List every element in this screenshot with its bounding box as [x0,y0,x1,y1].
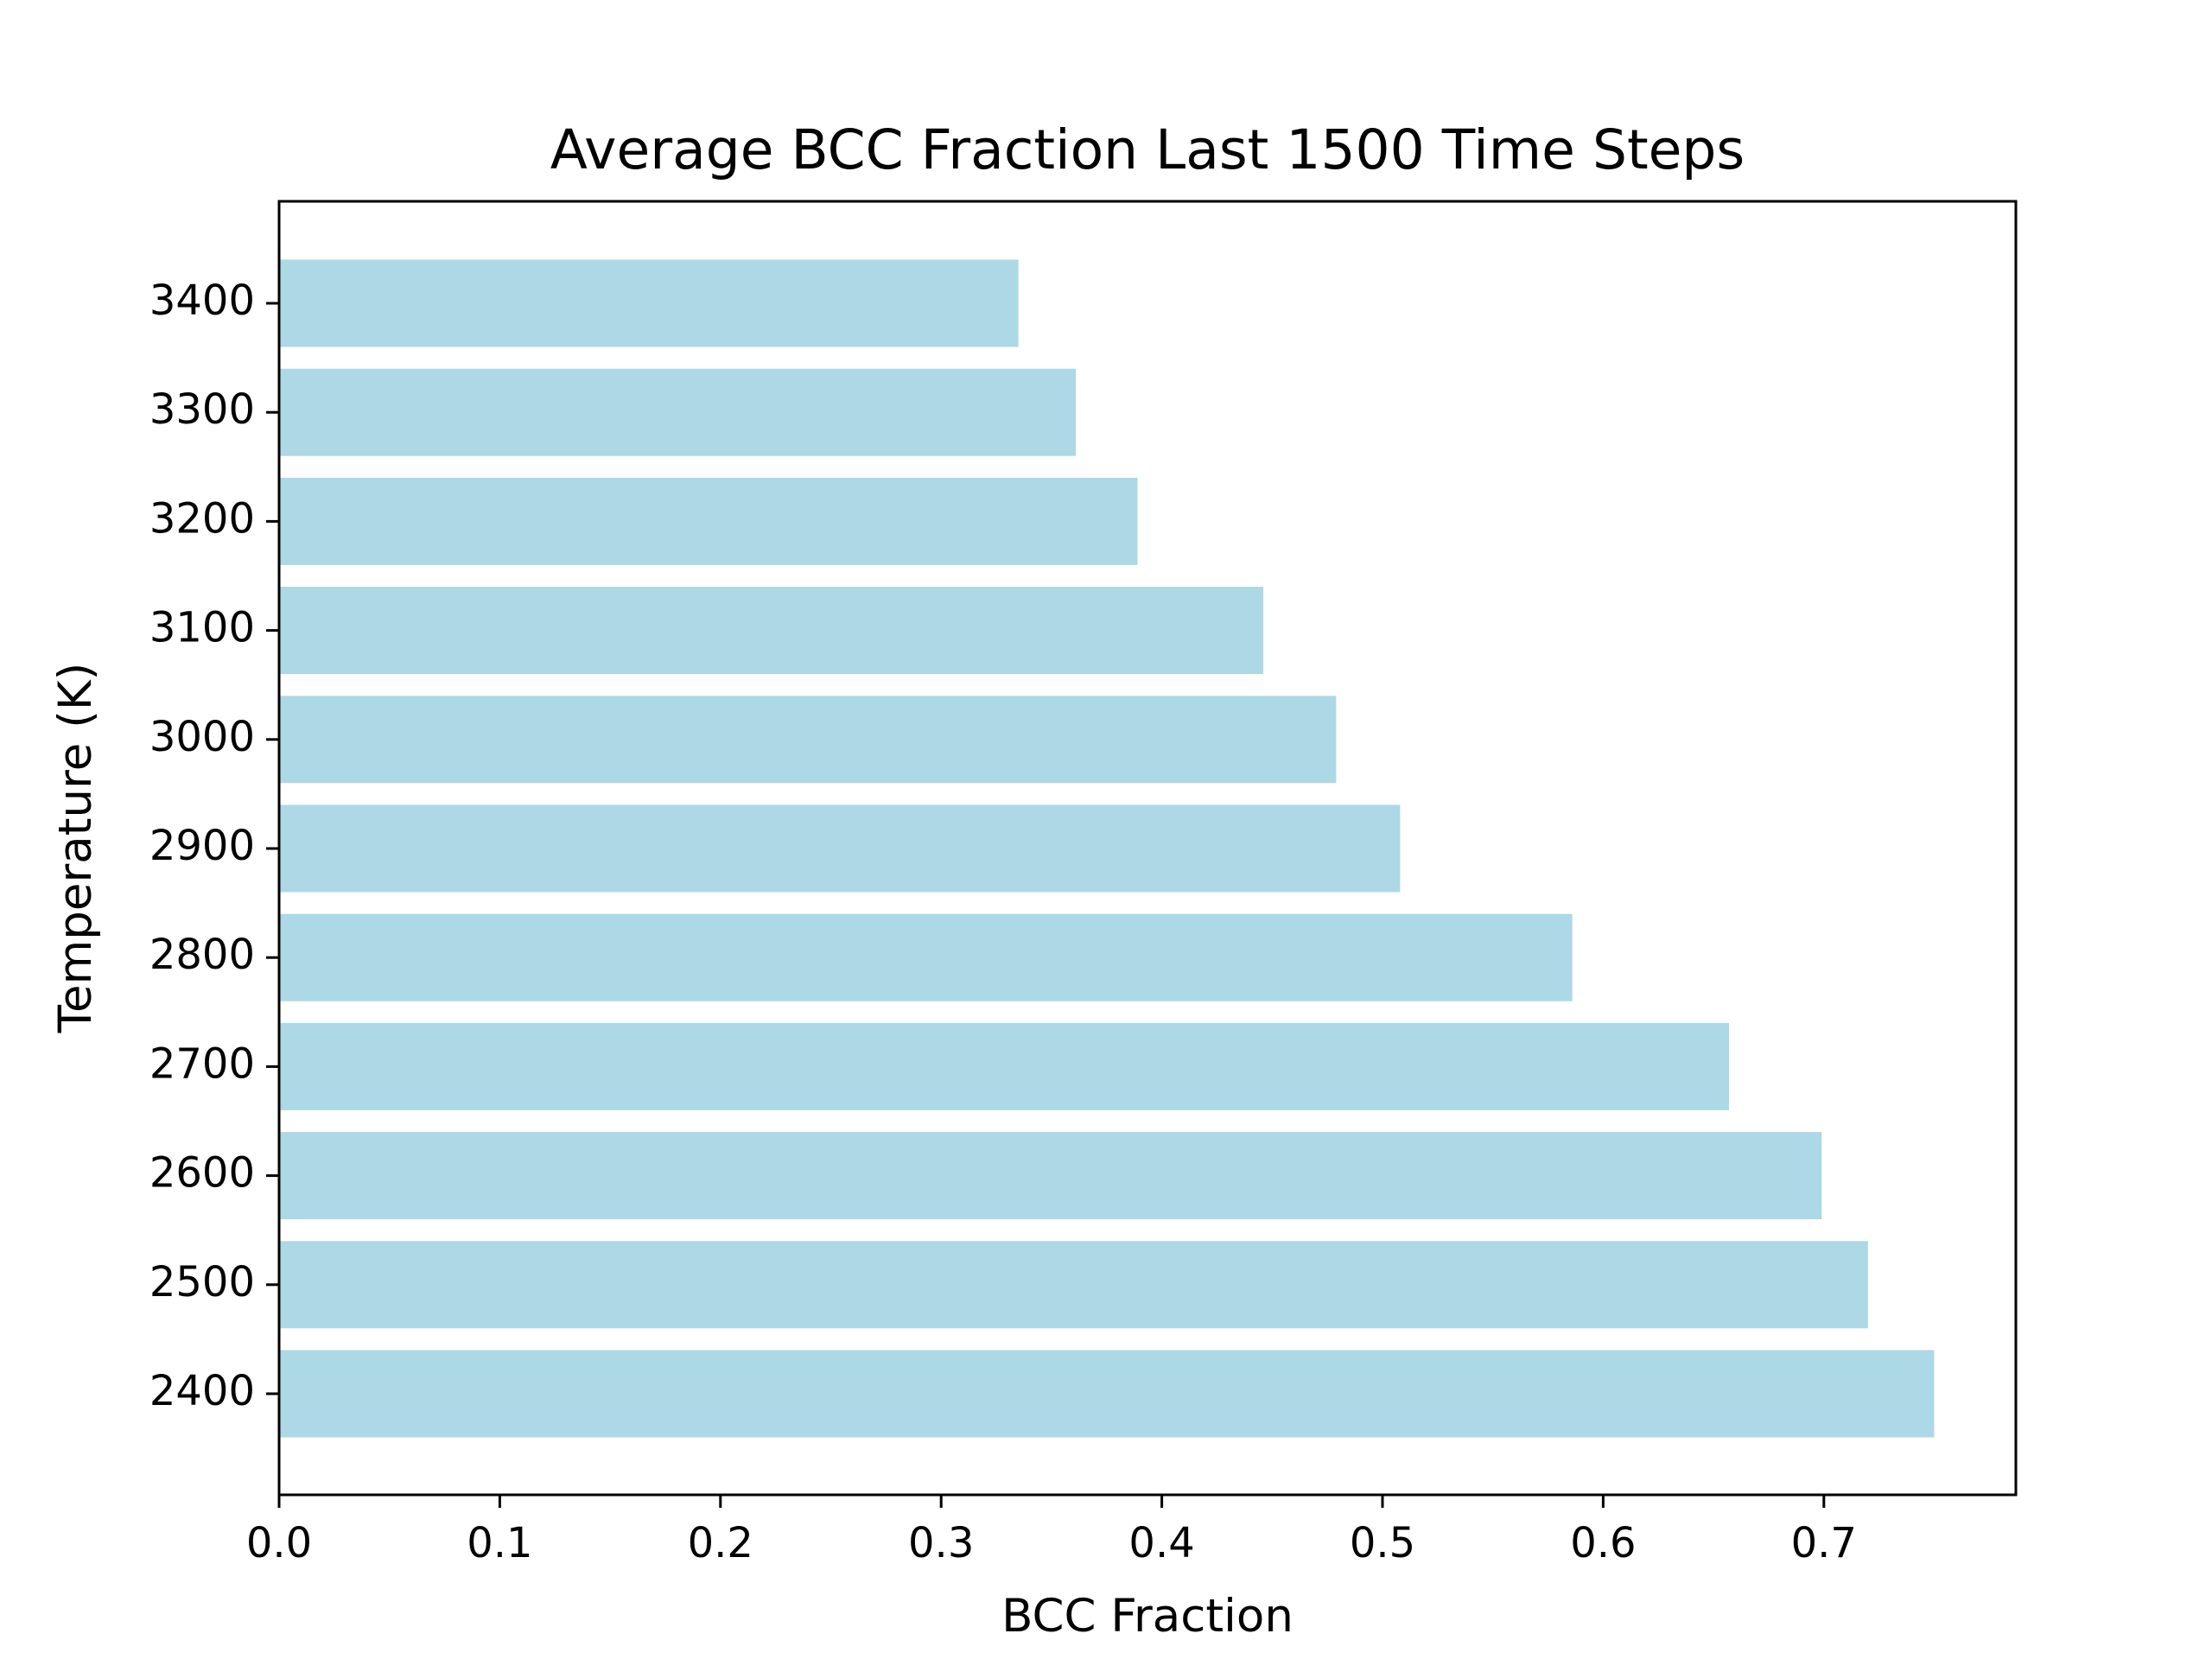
bars-group [279,259,1935,1438]
x-tick-label-0.3: 0.3 [908,1519,974,1567]
x-axis-title: BCC Fraction [1001,1590,1294,1643]
y-tick-label-3300: 3300 [149,385,255,434]
y-axis-title: Temperature (K) [49,663,102,1034]
y-tick-label-3000: 3000 [149,713,255,761]
bar-3400 [279,259,1019,347]
bar-2900 [279,804,1401,893]
plot-frame [277,200,2018,1497]
chart-title: Average BCC Fraction Last 1500 Time Step… [550,118,1745,181]
y-axis: 2400 2500 2600 2700 2800 2900 3000 3100 3200 3300… [149,276,279,1415]
bar-3100 [279,587,1264,675]
y-tick-label-3100: 3100 [149,604,255,652]
x-tick-label-0.2: 0.2 [688,1519,753,1567]
y-tick-label-2900: 2900 [149,822,255,870]
bar-3000 [279,696,1337,784]
bar-2400 [279,1350,1935,1438]
x-axis: 0.0 0.1 0.2 0.3 0.4 0.5 0.6 0.7 [246,1495,1857,1567]
y-tick-label-2500: 2500 [149,1258,255,1306]
x-tick-label-0.5: 0.5 [1350,1519,1415,1567]
bar-3200 [279,477,1138,565]
x-tick-label-0.0: 0.0 [246,1519,312,1567]
bar-3300 [279,368,1076,456]
bar-2500 [279,1241,1868,1329]
bar-2600 [279,1132,1822,1220]
y-tick-label-3200: 3200 [149,494,255,543]
x-tick-label-0.1: 0.1 [467,1519,532,1567]
bar-2700 [279,1022,1729,1110]
y-tick-label-2400: 2400 [149,1367,255,1415]
x-tick-label-0.7: 0.7 [1791,1519,1857,1567]
x-tick-label-0.4: 0.4 [1128,1519,1194,1567]
y-tick-label-2600: 2600 [149,1149,255,1198]
y-tick-label-3400: 3400 [149,276,255,325]
y-tick-label-2800: 2800 [149,931,255,979]
bar-2800 [279,913,1573,1001]
x-tick-label-0.6: 0.6 [1570,1519,1636,1567]
y-tick-label-2700: 2700 [149,1039,255,1088]
